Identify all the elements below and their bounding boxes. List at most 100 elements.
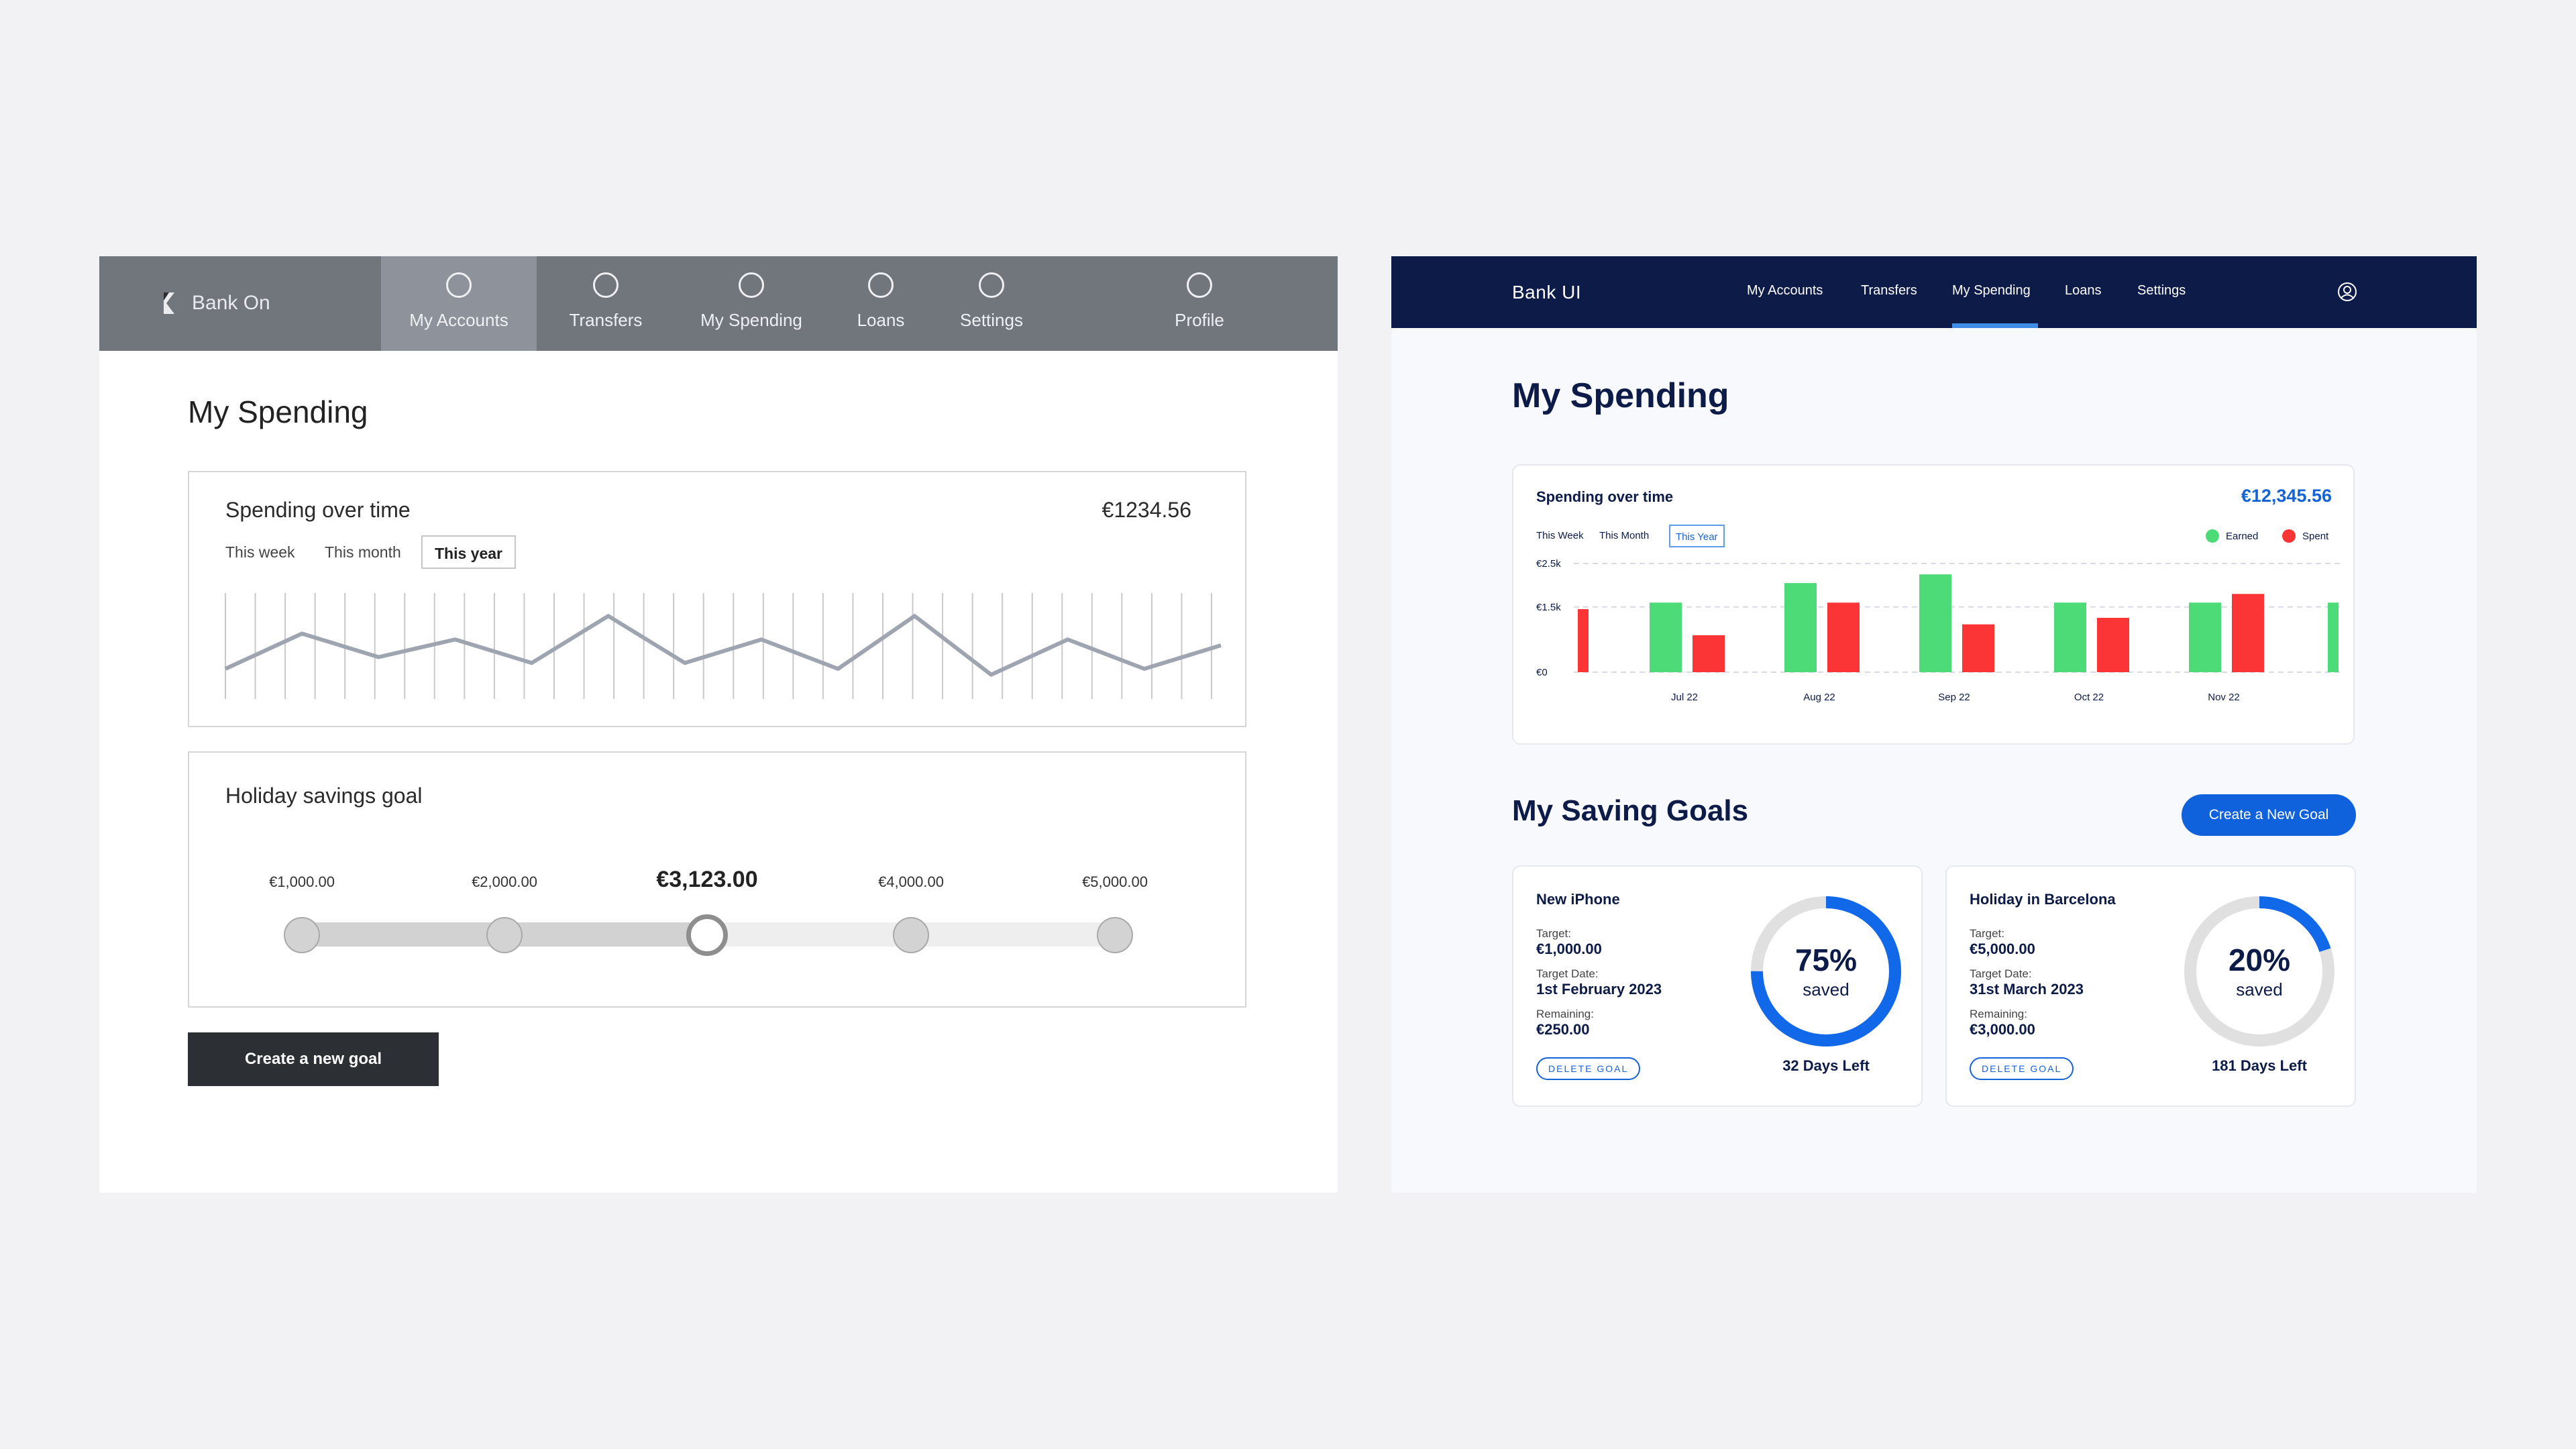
- spending-over-time-card: Spending over time €1234.56 This week Th…: [188, 471, 1246, 727]
- ring-progress: [2184, 896, 2334, 1046]
- nav-item-transfers[interactable]: Transfers: [1861, 283, 1917, 298]
- goal-name: Holiday in Barcelona: [1970, 891, 2116, 908]
- tab-this-week[interactable]: This Week: [1536, 530, 1584, 541]
- bar-spent: [1962, 624, 1994, 672]
- bar-earned-partial: [2328, 602, 2339, 672]
- create-goal-button[interactable]: Create a new goal: [188, 1032, 439, 1086]
- page-title: My Spending: [188, 394, 368, 429]
- nav-item-my-accounts[interactable]: My Accounts: [1747, 283, 1823, 298]
- spending-line: [224, 614, 1222, 677]
- tab-this-month[interactable]: This Month: [1599, 530, 1650, 541]
- card-title: Spending over time: [1536, 488, 1674, 505]
- x-tick-label: Jul 22: [1671, 692, 1698, 703]
- y-tick-label: €1.5k: [1536, 602, 1561, 613]
- days-left: 32 Days Left: [1782, 1057, 1870, 1074]
- section-title: My Saving Goals: [1512, 794, 1749, 827]
- bar-earned: [1784, 583, 1817, 672]
- nav-item-label: My Accounts: [409, 310, 508, 330]
- goal-name: New iPhone: [1536, 891, 1620, 908]
- slider-handle[interactable]: [686, 914, 728, 956]
- remaining-label: Remaining:: [1970, 1008, 2027, 1020]
- target-value: €1,000.00: [1536, 941, 1602, 957]
- slider-tick-label: €5,000.00: [1082, 873, 1148, 890]
- y-tick-label: €2.5k: [1536, 558, 1561, 570]
- goal-card-holiday-barcelona: Holiday in Barcelona Target: €5,000.00 T…: [1945, 865, 2356, 1107]
- bar-earned: [1650, 602, 1682, 672]
- legend-spent: Spent: [2282, 529, 2328, 543]
- progress-ring: [2184, 896, 2334, 1046]
- remaining-value: €3,000.00: [1970, 1021, 2035, 1038]
- legend-label: Earned: [2226, 530, 2259, 542]
- target-label: Target:: [1970, 927, 2004, 940]
- nav-item-label: Transfers: [569, 310, 643, 330]
- bar-spent: [1693, 635, 1725, 672]
- profile-placeholder-icon: [1187, 272, 1212, 298]
- wireframe-navbar: Bank On My Accounts Transfers My Spendin…: [99, 256, 1338, 351]
- nav-item-profile[interactable]: Profile: [1146, 256, 1253, 351]
- goal-card-new-iphone: New iPhone Target: €1,000.00 Target Date…: [1512, 865, 1923, 1107]
- savings-slider: €1,000.00 €2,000.00 €3,123.00 €4,000.00 …: [189, 753, 1248, 1009]
- progress-ring: [1751, 896, 1901, 1046]
- slider-stop[interactable]: [893, 917, 929, 953]
- bar-spent-partial: [1578, 609, 1589, 672]
- nav-item-transfers[interactable]: Transfers: [542, 256, 669, 351]
- page-title: My Spending: [1512, 376, 1729, 415]
- tab-this-week[interactable]: This week: [225, 543, 295, 561]
- nav-item-my-accounts[interactable]: My Accounts: [381, 256, 537, 351]
- active-nav-indicator: [1952, 323, 2038, 328]
- hifi-panel: Bank UI My Accounts Transfers My Spendin…: [1391, 256, 2477, 1193]
- card-title: Holiday savings goal: [225, 784, 423, 808]
- wireframe-brand[interactable]: Bank On: [160, 290, 270, 317]
- target-date-value: 31st March 2023: [1970, 981, 2084, 998]
- nav-item-settings[interactable]: Settings: [2137, 283, 2186, 298]
- wireframe-line-chart: [224, 593, 1222, 699]
- x-tick-label: Sep 22: [1938, 692, 1970, 703]
- nav-item-label: My Spending: [700, 310, 802, 330]
- percent-saved: 20%: [2228, 943, 2291, 977]
- delete-goal-button[interactable]: DELETE GOAL: [1970, 1057, 2074, 1080]
- nav-item-loans[interactable]: Loans: [2065, 283, 2102, 298]
- legend-label: Spent: [2302, 530, 2329, 542]
- days-left: 181 Days Left: [2212, 1057, 2307, 1074]
- bar-spent: [2097, 618, 2129, 672]
- x-tick-label: Oct 22: [2074, 692, 2104, 703]
- brand-name[interactable]: Bank UI: [1512, 282, 1582, 303]
- target-date-label: Target Date:: [1970, 967, 2032, 980]
- earned-spent-bar-chart: €0 €1.5k €2.5k Jul 22 Aug 22 Sep 22 Oct 22 Nov …: [1536, 558, 2340, 703]
- nav-placeholder-icon: [868, 272, 894, 298]
- wireframe-panel: Bank On My Accounts Transfers My Spendin…: [99, 256, 1338, 1193]
- x-tick-label: Aug 22: [1803, 692, 1835, 703]
- bar-earned: [2189, 602, 2221, 672]
- x-tick-label: Nov 22: [2208, 692, 2240, 703]
- slider-stop[interactable]: [1097, 917, 1133, 953]
- nav-item-settings[interactable]: Settings: [931, 256, 1052, 351]
- nav-item-loans[interactable]: Loans: [830, 256, 931, 351]
- slider-stop[interactable]: [486, 917, 523, 953]
- target-value: €5,000.00: [1970, 941, 2035, 957]
- slider-stop[interactable]: [284, 917, 320, 953]
- percent-saved: 75%: [1794, 943, 1858, 977]
- spending-amount: €1234.56: [1102, 498, 1191, 522]
- brand-logo-icon: [164, 292, 174, 314]
- nav-placeholder-icon: [739, 272, 764, 298]
- tab-this-month[interactable]: This month: [325, 543, 401, 561]
- hifi-navbar: Bank UI My Accounts Transfers My Spendin…: [1391, 256, 2477, 328]
- remaining-value: €250.00: [1536, 1021, 1590, 1038]
- slider-tick-label: €1,000.00: [269, 873, 335, 890]
- target-date-value: 1st February 2023: [1536, 981, 1662, 998]
- target-date-label: Target Date:: [1536, 967, 1599, 980]
- nav-item-my-spending[interactable]: My Spending: [1952, 283, 2031, 298]
- slider-current-value: €3,123.00: [656, 867, 758, 892]
- legend-earned: Earned: [2206, 529, 2258, 543]
- nav-item-label: Loans: [857, 310, 905, 330]
- create-new-goal-button[interactable]: Create a New Goal: [2182, 794, 2356, 836]
- tab-this-year[interactable]: This year: [421, 535, 516, 569]
- delete-goal-button[interactable]: DELETE GOAL: [1536, 1057, 1641, 1080]
- bar-earned: [1919, 574, 1951, 672]
- legend-spent-dot: [2282, 529, 2296, 543]
- bar-earned: [2054, 602, 2086, 672]
- card-title: Spending over time: [225, 498, 411, 522]
- tab-this-year[interactable]: This Year: [1669, 525, 1725, 547]
- nav-item-my-spending[interactable]: My Spending: [678, 256, 825, 351]
- profile-icon[interactable]: [2337, 282, 2357, 302]
